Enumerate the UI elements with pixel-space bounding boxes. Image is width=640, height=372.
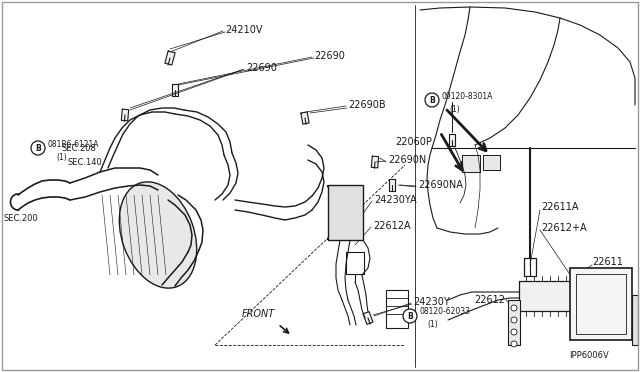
Text: 22612: 22612 — [474, 295, 505, 305]
Text: 22690N: 22690N — [388, 155, 426, 165]
Text: (1): (1) — [56, 153, 67, 161]
Text: SEC.208: SEC.208 — [62, 144, 97, 153]
Text: 22690: 22690 — [314, 51, 345, 61]
Text: 22611A: 22611A — [541, 202, 579, 212]
Circle shape — [403, 309, 417, 323]
Bar — [632, 295, 638, 345]
Polygon shape — [462, 155, 480, 172]
Text: B: B — [407, 312, 413, 321]
Circle shape — [511, 305, 517, 311]
Polygon shape — [363, 312, 373, 324]
Text: 09120-8301A: 09120-8301A — [441, 92, 492, 100]
Polygon shape — [301, 112, 309, 124]
Text: 22612A: 22612A — [373, 221, 411, 231]
Text: SEC.140: SEC.140 — [68, 157, 103, 167]
Text: 24230YA: 24230YA — [374, 195, 417, 205]
Text: B: B — [429, 96, 435, 105]
FancyBboxPatch shape — [519, 281, 576, 311]
Polygon shape — [483, 155, 500, 170]
Text: 22690: 22690 — [246, 63, 277, 73]
Bar — [570, 268, 632, 340]
Text: 22690NA: 22690NA — [418, 180, 463, 190]
Text: (1): (1) — [449, 105, 460, 113]
Text: 24210V: 24210V — [225, 25, 262, 35]
Text: 22060P: 22060P — [395, 137, 432, 147]
Circle shape — [511, 341, 517, 347]
Polygon shape — [389, 179, 396, 190]
Polygon shape — [371, 156, 379, 168]
Ellipse shape — [119, 182, 196, 288]
Text: (1): (1) — [427, 321, 438, 330]
Polygon shape — [172, 84, 178, 96]
Bar — [346, 252, 364, 274]
Text: 24230Y: 24230Y — [413, 297, 450, 307]
Circle shape — [511, 317, 517, 323]
Text: 22612+A: 22612+A — [541, 223, 587, 233]
Polygon shape — [122, 109, 129, 121]
Circle shape — [425, 93, 439, 107]
Bar — [328, 185, 363, 240]
Text: 08120-62033: 08120-62033 — [419, 308, 470, 317]
Bar — [386, 290, 408, 328]
Text: 22611: 22611 — [592, 257, 623, 267]
Circle shape — [31, 141, 45, 155]
Text: FRONT: FRONT — [242, 309, 275, 319]
Circle shape — [511, 329, 517, 335]
Bar — [576, 274, 626, 334]
Text: 22690B: 22690B — [348, 100, 386, 110]
Text: SEC.200: SEC.200 — [4, 214, 39, 222]
Text: 081B6-6121A: 081B6-6121A — [48, 140, 99, 148]
Bar — [524, 258, 536, 276]
Text: IPP6006V: IPP6006V — [569, 352, 609, 360]
Bar — [508, 300, 520, 345]
Polygon shape — [449, 134, 455, 145]
Polygon shape — [165, 51, 175, 65]
Text: B: B — [35, 144, 41, 153]
